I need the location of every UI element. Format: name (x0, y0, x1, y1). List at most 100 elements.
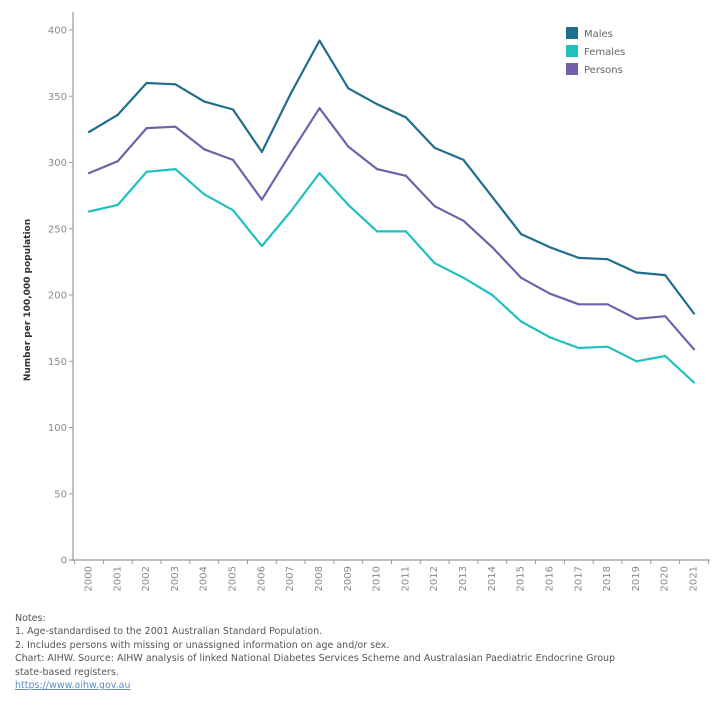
x-tick-label: 2016 (544, 566, 555, 591)
data-point-females (318, 172, 321, 175)
data-point-females (231, 209, 235, 212)
data-point-females (491, 293, 494, 297)
x-tick-label: 2015 (516, 566, 527, 591)
x-tick-label: 2008 (314, 566, 325, 591)
data-point-persons (289, 152, 292, 155)
data-point-males (520, 232, 523, 236)
data-point-females (375, 230, 379, 233)
x-tick-label: 2013 (458, 566, 469, 591)
data-point-females (433, 262, 436, 265)
data-point-persons (606, 303, 609, 306)
data-point-females (606, 345, 609, 348)
y-axis-title: Number per 100,000 population (23, 219, 33, 381)
data-point-males (231, 108, 235, 111)
y-tick-label: 50 (54, 489, 67, 500)
data-point-persons (635, 317, 638, 320)
x-tick-label: 2010 (372, 566, 383, 591)
legend: Males Females Persons (566, 27, 625, 76)
x-tick-label: 2002 (141, 566, 152, 591)
x-axis: 2000 2001 2002 2003 2004 2005 2006 2007 2008 2009… (69, 559, 710, 591)
y-tick-label: 350 (48, 92, 67, 103)
data-point-females (635, 360, 638, 363)
data-point-males (462, 158, 465, 161)
data-point-males (548, 246, 552, 249)
data-point-persons (462, 219, 465, 222)
x-tick-label: 2014 (487, 566, 498, 591)
note-line-2: 2. Includes persons with missing or unas… (15, 639, 390, 651)
x-tick-label: 2004 (199, 566, 210, 591)
data-point-females (145, 170, 148, 173)
data-point-males (116, 113, 119, 116)
x-tick-label: 2000 (84, 566, 95, 591)
notes: Notes: 1. Age-standardised to the 2001 A… (15, 612, 715, 692)
legend-swatch-persons (566, 63, 578, 75)
y-tick-label: 250 (48, 224, 67, 235)
data-point-persons (548, 292, 552, 295)
y-tick-label: 300 (48, 158, 67, 169)
data-point-males (347, 87, 350, 90)
data-point-males (145, 81, 148, 85)
data-point-males (174, 83, 177, 86)
data-point-males (375, 103, 379, 106)
data-point-persons (577, 303, 580, 306)
data-point-males (404, 116, 408, 119)
data-point-persons (491, 246, 494, 249)
x-tick-label: 2020 (660, 566, 671, 591)
data-point-females (577, 346, 580, 350)
data-point-persons (87, 172, 91, 175)
source-line-cont: state-based registers. (15, 666, 119, 678)
data-point-females (520, 320, 523, 323)
data-point-males (87, 130, 91, 134)
data-point-females (87, 210, 91, 213)
data-point-females (692, 381, 696, 384)
aihw-link[interactable]: https://www.aihw.gov.au (15, 680, 131, 692)
data-point-persons (231, 158, 235, 161)
data-point-males (433, 146, 436, 150)
data-point-persons (145, 126, 148, 130)
y-axis: 0 50 100 150 200 250 300 350 400 (48, 12, 74, 567)
data-point-males (635, 271, 638, 274)
x-tick-label: 2003 (170, 566, 181, 591)
x-tick-label: 2012 (429, 566, 440, 591)
series-line-males (88, 39, 695, 315)
note-line-1: 1. Age-standardised to the 2001 Australi… (15, 626, 323, 638)
data-point-males (318, 39, 321, 42)
data-point-females (548, 336, 552, 339)
data-point-females (462, 276, 465, 279)
data-point-persons (203, 148, 206, 151)
series-line-persons (88, 107, 695, 351)
y-tick-label: 150 (48, 357, 67, 368)
data-point-persons (318, 107, 321, 110)
data-point-persons (116, 160, 119, 163)
y-tick-label: 400 (48, 26, 67, 37)
data-point-persons (520, 276, 523, 279)
x-tick-label: 2007 (285, 566, 296, 591)
legend-label-males: Males (584, 29, 613, 40)
source-line: Chart: AIHW. Source: AIHW analysis of li… (15, 653, 616, 665)
data-point-females (347, 203, 350, 206)
data-point-persons (404, 174, 408, 177)
data-point-females (404, 230, 408, 233)
data-point-females (289, 210, 292, 213)
data-point-males (692, 312, 696, 315)
x-tick-label: 2005 (228, 566, 239, 591)
series-lines (87, 39, 696, 384)
data-point-persons (347, 145, 350, 148)
data-point-females (203, 193, 206, 196)
data-point-persons (692, 348, 696, 351)
data-point-persons (433, 205, 436, 208)
data-point-females (174, 168, 177, 171)
x-tick-label: 2021 (689, 566, 700, 591)
data-point-males (260, 150, 263, 153)
legend-swatch-males (566, 27, 578, 39)
data-point-persons (174, 125, 177, 128)
x-tick-label: 2019 (631, 566, 642, 591)
legend-label-persons: Persons (584, 65, 623, 76)
legend-label-females: Females (584, 47, 625, 58)
data-point-females (260, 244, 263, 248)
data-point-males (606, 258, 609, 261)
y-tick-label: 0 (61, 556, 67, 567)
data-point-males (664, 274, 667, 277)
notes-heading: Notes: (15, 613, 46, 624)
